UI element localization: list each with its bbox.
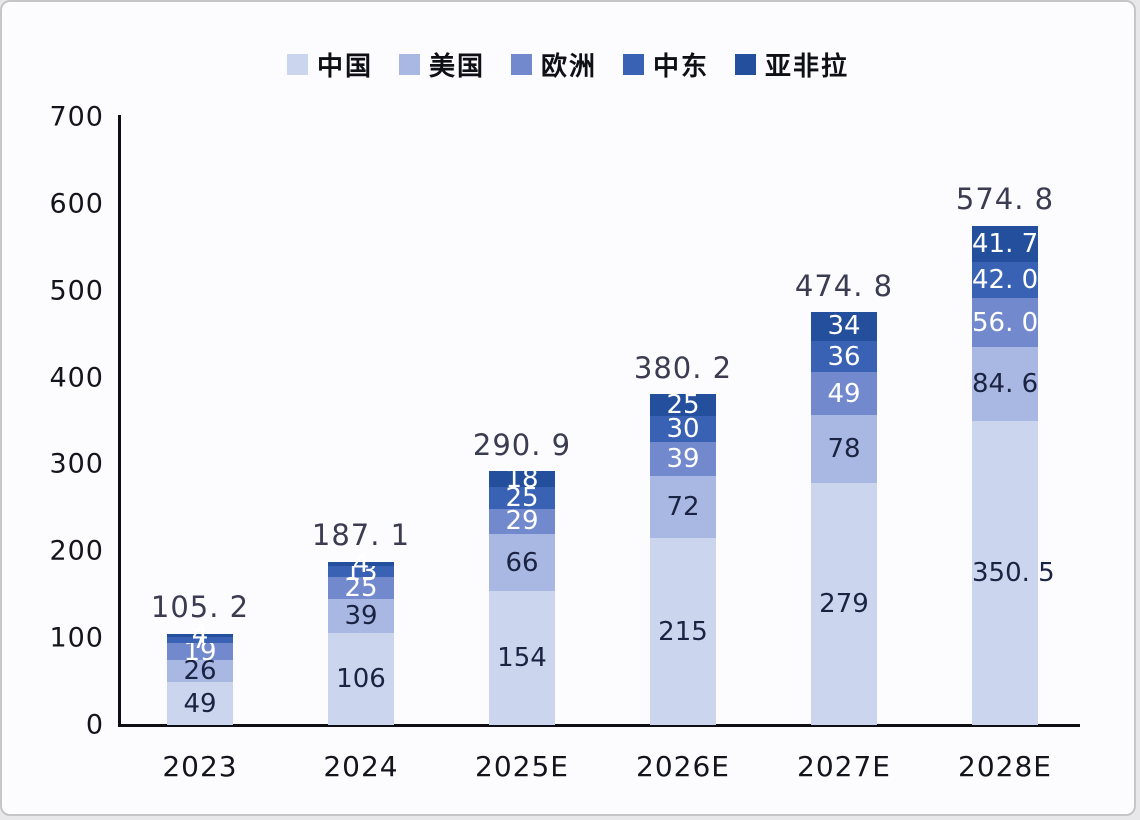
x-axis-tick-label: 2027E <box>797 750 891 783</box>
segment-value-label: 106 <box>336 663 386 694</box>
segment-value-label: 49 <box>827 378 861 409</box>
bar-segment: 4 <box>167 622 233 648</box>
x-axis-tick-label: 2023 <box>162 750 238 783</box>
legend-label: 美国 <box>428 52 485 82</box>
legend-label: 欧洲 <box>540 52 597 82</box>
bar-segment: 34 <box>811 311 877 342</box>
bar-segment: 39 <box>328 599 394 633</box>
bar-segment: 25 <box>650 389 716 420</box>
legend-item-4: 中东 <box>623 46 709 83</box>
segment-value-label: 279 <box>819 588 869 619</box>
legend-item-3: 欧洲 <box>510 46 597 83</box>
y-axis-tick-label: 600 <box>49 188 104 220</box>
y-axis-tick-label: 300 <box>49 448 104 480</box>
legend-label: 亚非拉 <box>765 52 850 82</box>
bar-segment: 154 <box>489 591 555 725</box>
bar-segment: 66 <box>489 533 555 592</box>
bar-segment: 49 <box>811 372 877 415</box>
segment-value-label: 154 <box>497 643 547 674</box>
bar-total-label: 474. 8 <box>794 268 894 303</box>
segment-value-label: 39 <box>344 600 378 631</box>
chart-legend: 中国 美国 欧洲 中东 亚非拉 <box>2 46 1134 83</box>
bar-segment: 72 <box>650 475 716 539</box>
bar-segment: 42. 0 <box>972 261 1039 299</box>
legend-item-2: 美国 <box>398 46 485 83</box>
bar-total-label: 380. 2 <box>633 350 733 385</box>
bar-segment: 350. 5 <box>972 420 1055 725</box>
y-axis-tick-label: 100 <box>49 622 104 654</box>
segment-value-label: 4 <box>352 549 370 580</box>
legend-swatch-icon <box>623 54 644 75</box>
bar-segment: 49 <box>167 682 233 725</box>
bar-segment: 18 <box>489 466 555 492</box>
y-axis-tick-label: 0 <box>85 709 104 741</box>
bar-segment: 279 <box>811 482 877 725</box>
segment-value-label: 25 <box>666 389 700 420</box>
y-axis-tick-label: 400 <box>49 362 104 394</box>
segment-value-label: 4 <box>191 620 209 651</box>
segment-value-label: 215 <box>658 616 708 647</box>
bar-total-label: 187. 1 <box>311 518 411 553</box>
bar-total-label: 290. 9 <box>472 428 572 463</box>
legend-swatch-icon <box>286 54 308 75</box>
segment-value-label: 29 <box>505 506 539 537</box>
y-axis-tick-label: 200 <box>49 535 104 567</box>
segment-value-label: 72 <box>666 491 700 522</box>
x-axis-tick-label: 2026E <box>636 750 730 783</box>
segment-value-label: 39 <box>666 443 700 474</box>
bar-total-label: 574. 8 <box>955 181 1055 216</box>
segment-value-label: 66 <box>505 547 539 578</box>
segment-value-label: 25 <box>344 573 378 604</box>
legend-swatch-icon <box>398 54 420 75</box>
x-axis-tick-label: 2024 <box>323 750 399 783</box>
segment-value-label: 25 <box>505 482 539 513</box>
bar-segment: 78 <box>811 414 877 483</box>
segment-value-label: 18 <box>505 464 539 495</box>
segment-value-label: 42. 0 <box>972 265 1039 296</box>
bar-segment: 39 <box>650 441 716 476</box>
bar-segment: 25 <box>328 573 394 604</box>
bar-total-label: 105. 2 <box>150 589 250 624</box>
bar-segment: 215 <box>650 538 716 725</box>
bar-segment: 106 <box>328 632 394 725</box>
segment-value-label: 41. 7 <box>972 228 1039 259</box>
bar-segment: 41. 7 <box>972 225 1039 262</box>
segment-value-label: 350. 5 <box>972 557 1055 588</box>
legend-label: 中国 <box>316 52 373 82</box>
segment-value-label: 26 <box>183 656 217 687</box>
y-axis-line <box>118 115 121 727</box>
bar-segment: 30 <box>650 413 716 444</box>
y-axis-tick-label: 500 <box>49 275 104 307</box>
bar-segment: 26 <box>167 656 233 687</box>
segment-value-label: 49 <box>183 688 217 719</box>
segment-value-label: 34 <box>827 311 861 342</box>
legend-item-1: 中国 <box>286 46 373 83</box>
y-axis-tick-label: 700 <box>49 101 104 133</box>
legend-item-5: 亚非拉 <box>735 46 849 83</box>
segment-value-label: 56. 0 <box>972 307 1039 338</box>
segment-value-label: 84. 6 <box>972 368 1039 399</box>
x-axis-line <box>118 724 1080 727</box>
segment-value-label: 30 <box>666 413 700 444</box>
legend-swatch-icon <box>510 54 532 75</box>
bar-segment: 29 <box>489 506 555 537</box>
legend-swatch-icon <box>735 54 757 75</box>
legend-label: 中东 <box>653 52 710 82</box>
segment-value-label: 36 <box>827 341 861 372</box>
segment-value-label: 78 <box>827 433 861 464</box>
bar-segment: 25 <box>489 482 555 513</box>
bar-segment: 4 <box>328 551 394 577</box>
bar-segment: 84. 6 <box>972 347 1039 421</box>
x-axis-tick-label: 2025E <box>475 750 569 783</box>
bar-segment: 36 <box>811 341 877 373</box>
bar-segment: 56. 0 <box>972 298 1039 348</box>
x-axis-tick-label: 2028E <box>958 750 1052 783</box>
bar-segment: 19 <box>167 639 233 665</box>
